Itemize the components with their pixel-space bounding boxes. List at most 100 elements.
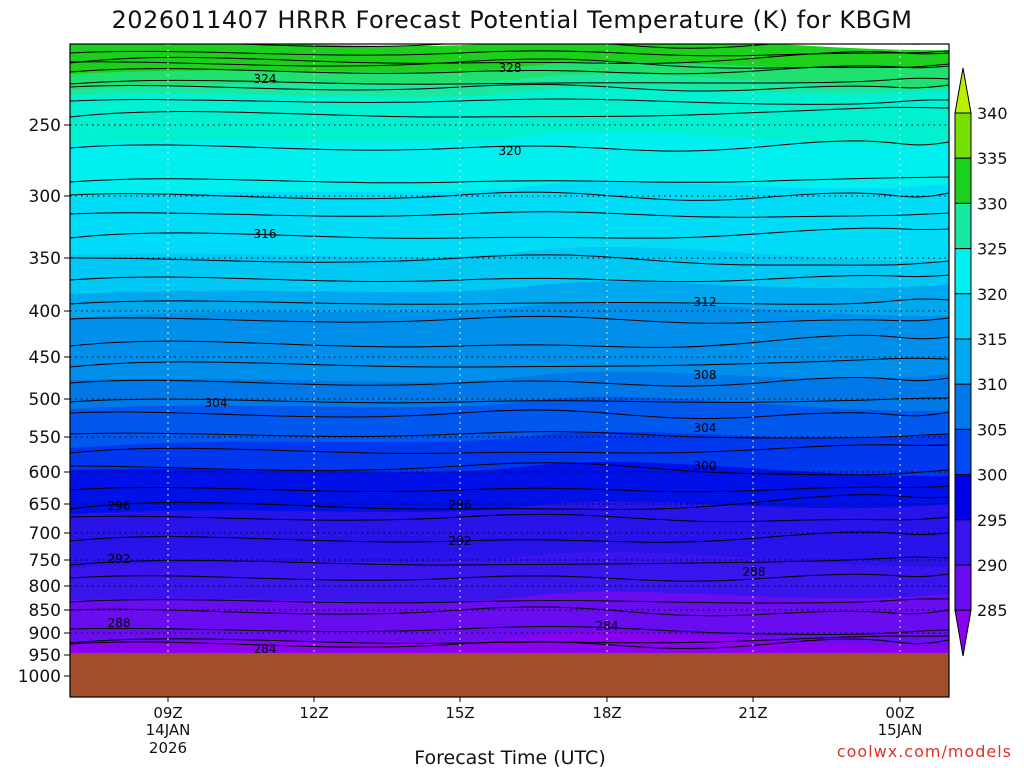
x-tick-label: 15Z xyxy=(445,704,474,722)
color-band xyxy=(70,181,949,265)
contour-line xyxy=(70,573,949,582)
contour-line xyxy=(70,254,949,266)
contour-label: 296 xyxy=(108,499,131,513)
y-tick-label: 950 xyxy=(29,646,61,666)
contour-line xyxy=(70,397,949,404)
contour-label: 304 xyxy=(694,421,717,435)
contour-line xyxy=(70,635,949,644)
contour-line xyxy=(70,84,949,92)
contour-label: 288 xyxy=(743,565,766,579)
contour-label: 300 xyxy=(694,459,717,473)
contour-line xyxy=(70,357,949,368)
x-tick-label: 18Z xyxy=(592,704,621,722)
y-tick-label: 850 xyxy=(29,601,61,621)
contour-line xyxy=(70,191,949,201)
color-bands xyxy=(70,44,949,670)
colorbar-label: 290 xyxy=(977,556,1008,575)
colorbar-segment xyxy=(954,519,972,566)
colorbar-segment xyxy=(954,202,972,250)
y-tick-label: 250 xyxy=(29,116,61,136)
colorbar-label: 335 xyxy=(977,149,1008,168)
contour-line xyxy=(70,274,949,283)
contour-line xyxy=(70,626,949,635)
x-tick-label: 12Z xyxy=(299,704,328,722)
x-tick-label: 09Z xyxy=(153,704,182,722)
contour-label: 320 xyxy=(499,144,522,158)
colorbar-segment xyxy=(954,428,972,476)
contour-lines xyxy=(70,44,949,649)
y-tick-label: 750 xyxy=(29,551,61,571)
contour-line xyxy=(70,485,949,493)
contour-line xyxy=(70,227,949,239)
y-tick-label: 350 xyxy=(29,249,61,269)
contour-line xyxy=(70,431,949,439)
y-axis: 250 300 350 400 450 500 550 600 650 700 750 800 850 9… xyxy=(18,116,70,687)
contour-line xyxy=(70,58,949,69)
y-tick-label: 450 xyxy=(29,348,61,368)
y-tick-label: 800 xyxy=(29,577,61,597)
colorbar-label: 285 xyxy=(977,601,1008,620)
colorbar-label: 295 xyxy=(977,511,1008,530)
contour-line xyxy=(70,598,949,604)
contour-line xyxy=(70,65,949,75)
contour-label: 304 xyxy=(205,396,228,410)
contour-line xyxy=(70,315,949,324)
y-tick-label: 650 xyxy=(29,495,61,515)
x-tick-label: 21Z xyxy=(738,704,767,722)
contour-line xyxy=(70,494,949,510)
x-tick-sublabel: 15JAN xyxy=(878,721,923,739)
colorbar-label: 330 xyxy=(977,194,1008,213)
contour-line xyxy=(70,444,949,454)
y-tick-label: 550 xyxy=(29,428,61,448)
colorbar-label: 300 xyxy=(977,466,1008,485)
contour-line xyxy=(70,377,949,387)
y-tick-label: 700 xyxy=(29,524,61,544)
colorbar-arrow-top xyxy=(954,67,972,114)
plot-frame xyxy=(69,43,950,698)
contour-label: 308 xyxy=(694,368,717,382)
chart-title: 2026011407 HRRR Forecast Potential Tempe… xyxy=(112,6,913,34)
y-tick-label: 1000 xyxy=(18,667,61,687)
contour-label: 328 xyxy=(499,61,522,75)
contour-line xyxy=(70,176,949,184)
colorbar-arrow-bottom xyxy=(954,609,972,657)
colorbar-segment xyxy=(954,293,972,340)
contour-label: 296 xyxy=(449,498,472,512)
colorbar-segment xyxy=(954,248,972,295)
y-tick-label: 900 xyxy=(29,624,61,644)
contour-line xyxy=(70,531,949,543)
contour-label: 288 xyxy=(108,616,131,630)
color-band xyxy=(70,501,949,570)
contour-line xyxy=(70,140,949,152)
color-band xyxy=(70,591,949,650)
contour-line xyxy=(70,106,949,118)
contour-line xyxy=(70,77,949,85)
y-tick-label: 600 xyxy=(29,463,61,483)
colorbar-label: 310 xyxy=(977,375,1008,394)
colorbar-label: 320 xyxy=(977,285,1008,304)
y-tick-label: 400 xyxy=(29,302,61,322)
contour-label: 316 xyxy=(254,227,277,241)
colorbar-segment xyxy=(954,383,972,430)
colorbar-segment xyxy=(954,564,972,611)
color-band xyxy=(70,86,949,150)
contour-label: 292 xyxy=(449,534,472,548)
contour-line xyxy=(70,51,949,64)
plot-area: 328 324 320 316 312 308 304 304 300 296 296 292 292 2… xyxy=(70,44,949,697)
contour-line xyxy=(70,298,949,305)
credit-text: coolwx.com/models xyxy=(837,742,1012,761)
colorbar-segment xyxy=(954,112,972,159)
colorbar: 340 335 330 325 320 315 310 305 300 295 290 285 xyxy=(954,67,1008,657)
contour-line xyxy=(70,638,949,649)
contour-label: 312 xyxy=(694,295,717,309)
colorbar-label: 305 xyxy=(977,420,1008,439)
contour-line xyxy=(70,513,949,523)
colorbar-label: 340 xyxy=(977,104,1008,123)
color-band xyxy=(70,301,949,390)
colorbar-segment xyxy=(954,157,972,204)
x-tick-sublabel: 14JAN xyxy=(146,721,191,739)
colorbar-label: 315 xyxy=(977,330,1008,349)
y-tick-label: 500 xyxy=(29,390,61,410)
